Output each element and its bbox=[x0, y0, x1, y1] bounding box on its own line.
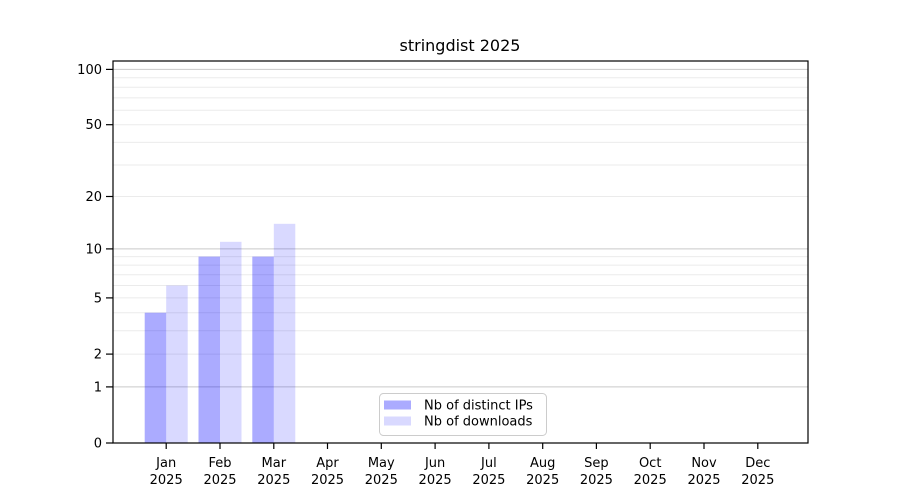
x-tick-label-month: Feb bbox=[208, 456, 231, 471]
bar bbox=[252, 256, 274, 443]
x-tick-label-year: 2025 bbox=[687, 473, 720, 488]
x-tick-label-month: Nov bbox=[691, 456, 717, 471]
x-tick-label-year: 2025 bbox=[311, 473, 344, 488]
plot-border bbox=[112, 60, 809, 444]
legend: Nb of distinct IPs Nb of downloads bbox=[379, 393, 547, 436]
y-tick-label: 10 bbox=[85, 242, 102, 257]
x-tick-label-month: Mar bbox=[262, 456, 287, 471]
y-tick-label: 50 bbox=[85, 118, 102, 133]
y-tick-label: 100 bbox=[77, 63, 102, 78]
y-tick-label: 2 bbox=[94, 348, 102, 363]
x-tick-label-year: 2025 bbox=[203, 473, 236, 488]
gridlines bbox=[113, 68, 808, 388]
bars bbox=[144, 223, 296, 443]
x-tick-label-year: 2025 bbox=[634, 473, 667, 488]
legend-swatch-downloads bbox=[384, 416, 411, 426]
legend-label-distinct-ips: Nb of distinct IPs bbox=[424, 399, 533, 414]
x-tick-label-month: May bbox=[368, 456, 395, 471]
x-tick-label-month: Jan bbox=[155, 456, 176, 471]
bar bbox=[144, 312, 167, 443]
legend-label-downloads: Nb of downloads bbox=[424, 415, 533, 430]
bar bbox=[166, 285, 188, 443]
y-tick-label: 0 bbox=[94, 437, 102, 452]
x-tick-label-year: 2025 bbox=[472, 473, 505, 488]
bar bbox=[198, 256, 220, 443]
x-tick-label-month: Aug bbox=[530, 456, 555, 471]
x-tick-label-year: 2025 bbox=[365, 473, 398, 488]
x-tick-label-year: 2025 bbox=[526, 473, 559, 488]
legend-box bbox=[379, 393, 547, 436]
legend-swatch-distinct-ips bbox=[384, 400, 411, 410]
x-tick-label-year: 2025 bbox=[419, 473, 452, 488]
x-tick-label-year: 2025 bbox=[741, 473, 774, 488]
x-tick-label-year: 2025 bbox=[580, 473, 613, 488]
x-tick-label-month: Jun bbox=[424, 456, 445, 471]
x-tick-label-month: Apr bbox=[316, 456, 339, 471]
x-axis: Jan 2025 Feb 2025 Mar 2025 Apr 2025 May 2025 Jun 20… bbox=[150, 443, 774, 488]
x-tick-label-month: Oct bbox=[639, 456, 661, 471]
y-axis: 0 1 2 5 10 20 50 100 bbox=[77, 63, 113, 452]
x-tick-label-year: 2025 bbox=[150, 473, 183, 488]
bar bbox=[220, 241, 242, 443]
bar bbox=[273, 223, 296, 443]
y-tick-label: 20 bbox=[85, 190, 102, 205]
y-tick-label: 1 bbox=[94, 380, 102, 395]
chart-title: stringdist 2025 bbox=[400, 36, 521, 55]
x-tick-label-month: Sep bbox=[584, 456, 609, 471]
x-tick-label-month: Jul bbox=[480, 456, 497, 471]
x-tick-label-year: 2025 bbox=[257, 473, 290, 488]
x-tick-label-month: Dec bbox=[745, 456, 770, 471]
y-tick-label: 5 bbox=[94, 291, 102, 306]
